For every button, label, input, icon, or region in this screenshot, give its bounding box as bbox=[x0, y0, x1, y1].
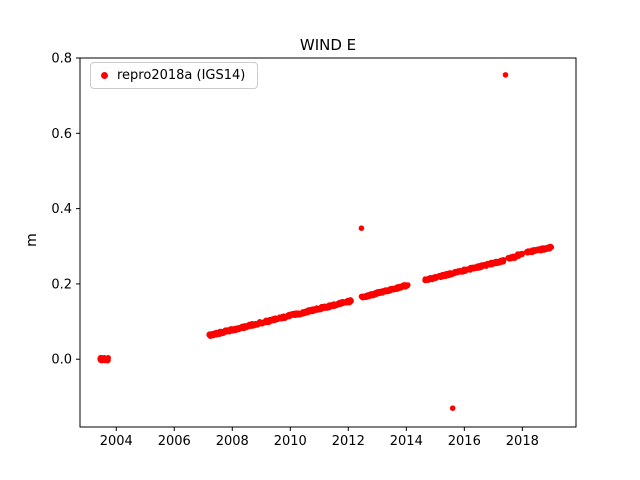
legend-dot-icon bbox=[101, 72, 108, 79]
axes-spines bbox=[79, 57, 577, 428]
x-tick-label: 2010 bbox=[274, 434, 307, 449]
x-tick-label: 2006 bbox=[158, 434, 191, 449]
y-tick-label: 0.0 bbox=[51, 353, 72, 368]
data-point bbox=[500, 257, 507, 263]
x-tick-label: 2012 bbox=[332, 434, 365, 449]
legend: repro2018a (IGS14) bbox=[90, 62, 259, 89]
data-point bbox=[405, 282, 411, 288]
outlier-point bbox=[358, 225, 365, 231]
chart-title: WIND E bbox=[299, 36, 357, 54]
data-point bbox=[105, 357, 111, 363]
x-tick-label: 2018 bbox=[506, 434, 539, 449]
x-tick-label: 2004 bbox=[100, 434, 133, 449]
x-tick-label: 2008 bbox=[216, 434, 249, 449]
data-point bbox=[348, 298, 354, 304]
y-tick-label: 0.8 bbox=[51, 52, 72, 67]
outlier-point bbox=[449, 405, 456, 412]
y-tick-label: 0.6 bbox=[51, 127, 72, 142]
y-tick-label: 0.2 bbox=[51, 277, 72, 292]
x-tick-label: 2016 bbox=[448, 434, 481, 449]
x-tick-label: 2014 bbox=[390, 434, 423, 449]
y-axis-label: m bbox=[24, 233, 40, 247]
outlier-point bbox=[502, 72, 509, 78]
data-point bbox=[548, 244, 555, 251]
y-tick-label: 0.4 bbox=[51, 202, 72, 217]
legend-label: repro2018a (IGS14) bbox=[117, 68, 246, 83]
data-point bbox=[519, 250, 525, 257]
